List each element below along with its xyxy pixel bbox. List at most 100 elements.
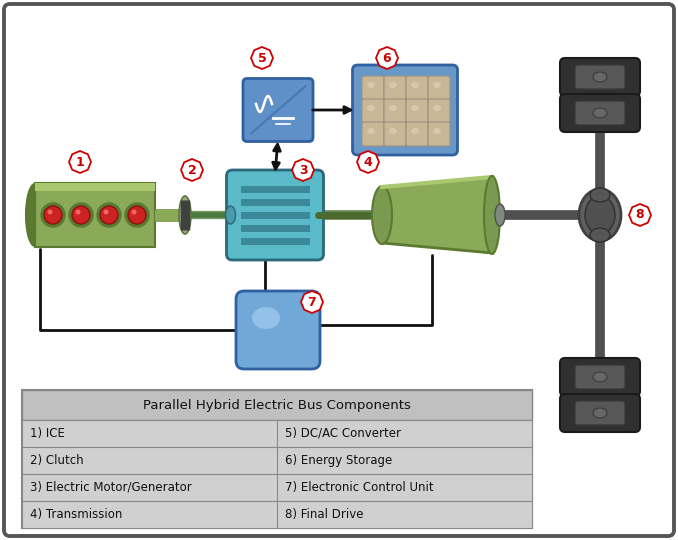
FancyBboxPatch shape — [575, 365, 625, 389]
Circle shape — [75, 210, 81, 214]
Ellipse shape — [593, 72, 607, 82]
Text: 1) ICE: 1) ICE — [30, 427, 65, 440]
Bar — [241, 199, 309, 206]
Polygon shape — [69, 151, 91, 173]
Text: 4: 4 — [363, 156, 372, 168]
Ellipse shape — [389, 82, 397, 88]
Text: 8: 8 — [636, 208, 644, 221]
Ellipse shape — [579, 189, 621, 241]
FancyBboxPatch shape — [560, 394, 640, 432]
FancyBboxPatch shape — [384, 99, 406, 123]
Ellipse shape — [495, 204, 505, 226]
Bar — [241, 212, 309, 219]
FancyBboxPatch shape — [353, 65, 458, 155]
FancyBboxPatch shape — [362, 122, 384, 146]
Circle shape — [72, 206, 90, 224]
Ellipse shape — [411, 105, 419, 111]
Text: 3: 3 — [299, 164, 307, 177]
Ellipse shape — [590, 228, 610, 242]
Ellipse shape — [179, 196, 191, 234]
Text: 7) Electronic Control Unit: 7) Electronic Control Unit — [285, 481, 434, 494]
FancyBboxPatch shape — [226, 170, 323, 260]
FancyBboxPatch shape — [362, 99, 384, 123]
Bar — [22, 420, 532, 447]
Text: 7: 7 — [308, 295, 317, 308]
Ellipse shape — [411, 82, 419, 88]
FancyBboxPatch shape — [428, 76, 450, 100]
Ellipse shape — [372, 186, 392, 244]
Text: 4) Transmission: 4) Transmission — [30, 508, 122, 521]
Polygon shape — [376, 47, 398, 69]
Bar — [35, 183, 155, 247]
Ellipse shape — [593, 408, 607, 418]
Ellipse shape — [389, 128, 397, 134]
FancyBboxPatch shape — [243, 78, 313, 141]
Circle shape — [100, 206, 118, 224]
Ellipse shape — [252, 307, 280, 329]
Bar — [22, 447, 532, 474]
FancyBboxPatch shape — [575, 101, 625, 125]
Ellipse shape — [484, 176, 500, 254]
FancyBboxPatch shape — [428, 99, 450, 123]
FancyBboxPatch shape — [428, 122, 450, 146]
Text: Parallel Hybrid Electric Bus Components: Parallel Hybrid Electric Bus Components — [143, 399, 411, 411]
Bar — [22, 390, 532, 528]
Text: 6: 6 — [382, 51, 391, 64]
Polygon shape — [629, 204, 651, 226]
Circle shape — [132, 210, 136, 214]
FancyBboxPatch shape — [236, 291, 320, 369]
Text: 1: 1 — [76, 156, 84, 168]
Text: 6) Energy Storage: 6) Energy Storage — [285, 454, 393, 467]
Polygon shape — [181, 159, 203, 181]
Ellipse shape — [433, 128, 441, 134]
Circle shape — [97, 203, 121, 227]
Bar — [241, 186, 309, 193]
Polygon shape — [292, 159, 314, 181]
Text: 3) Electric Motor/Generator: 3) Electric Motor/Generator — [30, 481, 192, 494]
Ellipse shape — [26, 184, 44, 246]
Bar — [35, 183, 155, 191]
Bar — [241, 238, 309, 245]
Polygon shape — [301, 291, 323, 313]
Polygon shape — [382, 177, 492, 253]
FancyBboxPatch shape — [4, 4, 674, 536]
Text: 5) DC/AC Converter: 5) DC/AC Converter — [285, 427, 401, 440]
FancyBboxPatch shape — [362, 76, 384, 100]
FancyBboxPatch shape — [406, 122, 428, 146]
FancyBboxPatch shape — [560, 58, 640, 96]
Ellipse shape — [593, 108, 607, 118]
Ellipse shape — [226, 206, 235, 224]
Ellipse shape — [367, 105, 375, 111]
Polygon shape — [251, 47, 273, 69]
Bar — [22, 390, 532, 420]
FancyBboxPatch shape — [560, 358, 640, 396]
Ellipse shape — [433, 82, 441, 88]
Ellipse shape — [367, 128, 375, 134]
FancyBboxPatch shape — [560, 94, 640, 132]
FancyBboxPatch shape — [406, 76, 428, 100]
Ellipse shape — [411, 128, 419, 134]
Ellipse shape — [593, 372, 607, 382]
Polygon shape — [357, 151, 379, 173]
Circle shape — [69, 203, 93, 227]
Ellipse shape — [367, 82, 375, 88]
Text: 2: 2 — [188, 164, 197, 177]
Circle shape — [44, 206, 62, 224]
FancyBboxPatch shape — [384, 76, 406, 100]
Bar — [241, 225, 309, 232]
FancyBboxPatch shape — [575, 65, 625, 89]
Bar — [22, 474, 532, 501]
Circle shape — [104, 210, 108, 214]
Text: 5: 5 — [258, 51, 266, 64]
Circle shape — [41, 203, 65, 227]
Circle shape — [47, 210, 52, 214]
Text: 2) Clutch: 2) Clutch — [30, 454, 83, 467]
FancyBboxPatch shape — [384, 122, 406, 146]
Ellipse shape — [585, 196, 615, 234]
FancyBboxPatch shape — [575, 401, 625, 425]
Bar — [22, 501, 532, 528]
Text: 8) Final Drive: 8) Final Drive — [285, 508, 363, 521]
Ellipse shape — [590, 188, 610, 202]
Circle shape — [125, 203, 149, 227]
FancyBboxPatch shape — [406, 99, 428, 123]
